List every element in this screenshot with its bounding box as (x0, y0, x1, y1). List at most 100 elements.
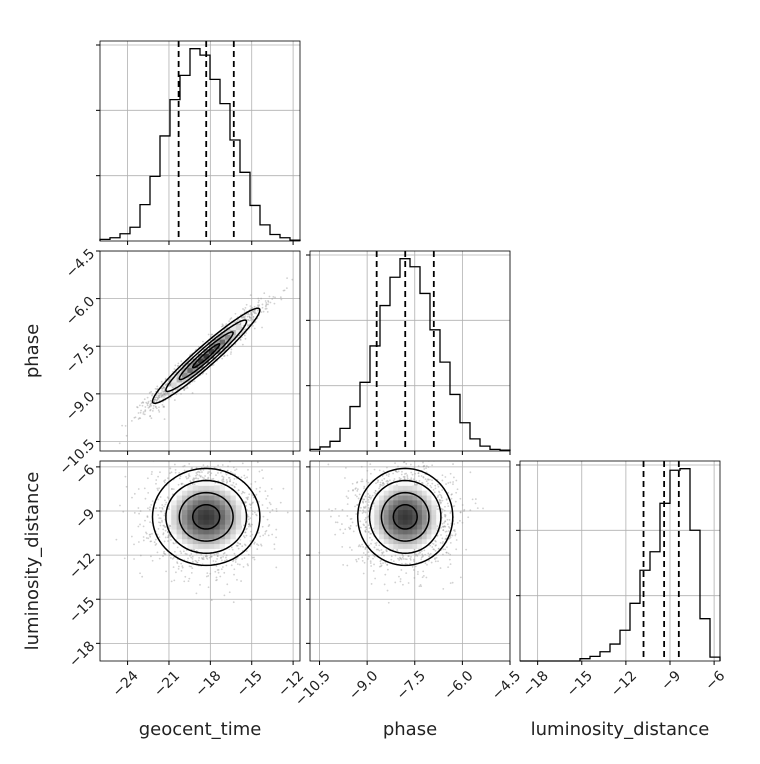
scatter-point (450, 542, 452, 544)
scatter-point (303, 463, 305, 465)
scatter-point (147, 397, 149, 399)
scatter-point (160, 496, 162, 498)
scatter-point (341, 546, 343, 548)
scatter-point (412, 459, 414, 461)
scatter-point (421, 475, 423, 477)
scatter-point (270, 503, 272, 505)
density-cell (204, 534, 210, 539)
scatter-point (243, 475, 245, 477)
scatter-point (436, 557, 438, 559)
density-cell (187, 544, 193, 549)
scatter-point (170, 539, 172, 541)
scatter-point (163, 387, 165, 389)
scatter-point (149, 506, 151, 508)
scatter-point (358, 498, 360, 500)
scatter-point (433, 489, 435, 491)
density-cell (220, 544, 226, 549)
scatter-point (140, 412, 142, 414)
scatter-point (230, 349, 232, 351)
scatter-point (148, 407, 150, 409)
scatter-point (202, 477, 204, 479)
scatter-point (163, 515, 165, 517)
scatter-point (157, 499, 159, 501)
scatter-point (442, 474, 444, 476)
scatter-point (423, 468, 425, 470)
scatter-point (167, 477, 169, 479)
scatter-point (155, 539, 157, 541)
scatter-point (274, 548, 276, 550)
scatter-point (267, 519, 269, 521)
scatter-point (244, 335, 246, 337)
scatter-point (250, 319, 252, 321)
scatter-point (475, 503, 477, 505)
scatter-point (227, 470, 229, 472)
scatter-point (269, 502, 271, 504)
scatter-point (241, 476, 243, 478)
scatter-point (240, 580, 242, 582)
scatter-point (169, 385, 171, 387)
scatter-point (192, 558, 194, 560)
scatter-point (368, 545, 370, 547)
scatter-point (192, 556, 194, 558)
scatter-point (147, 537, 149, 539)
scatter-point (197, 451, 199, 453)
density-cell (187, 524, 193, 529)
scatter-point (251, 524, 253, 526)
scatter-point (380, 482, 382, 484)
scatter-point (263, 292, 265, 294)
scatter-point (140, 410, 142, 412)
scatter-point (188, 578, 190, 580)
scatter-point (182, 466, 184, 468)
scatter-point (259, 471, 261, 473)
scatter-point (437, 484, 439, 486)
scatter-point (139, 405, 141, 407)
scatter-point (236, 579, 238, 581)
scatter-point (241, 317, 243, 319)
scatter-point (250, 507, 252, 509)
scatter-point (406, 476, 408, 478)
scatter-point (379, 566, 381, 568)
scatter-point (247, 314, 249, 316)
scatter-point (198, 557, 200, 559)
scatter-point (370, 560, 372, 562)
scatter-point (165, 537, 167, 539)
scatter-point (226, 474, 228, 476)
density-cell (193, 544, 199, 549)
scatter-point (356, 525, 358, 527)
scatter-point (177, 363, 179, 365)
scatter-point (174, 399, 176, 401)
scatter-point (266, 304, 268, 306)
scatter-point (155, 406, 157, 408)
scatter-point (189, 565, 191, 567)
scatter-point (158, 487, 160, 489)
scatter-point (427, 483, 429, 485)
scatter-point (262, 526, 264, 528)
scatter-point (158, 521, 160, 523)
density-cell (198, 495, 204, 500)
scatter-point (176, 561, 178, 563)
scatter-point (371, 539, 373, 541)
scatter-point (442, 548, 444, 550)
scatter-point (209, 573, 211, 575)
scatter-point (185, 476, 187, 478)
scatter-point (368, 507, 370, 509)
scatter-point (250, 599, 252, 601)
scatter-point (426, 465, 428, 467)
scatter-point (143, 540, 145, 542)
scatter-point (237, 456, 239, 458)
scatter-point (171, 471, 173, 473)
scatter-point (265, 498, 267, 500)
scatter-point (143, 411, 145, 413)
scatter-point (425, 478, 427, 480)
scatter-point (421, 455, 423, 457)
scatter-point (280, 502, 282, 504)
scatter-point (427, 552, 429, 554)
scatter-point (142, 405, 144, 407)
scatter-point (190, 566, 192, 568)
scatter-point (244, 492, 246, 494)
scatter-point (224, 552, 226, 554)
density-cell (209, 544, 215, 549)
scatter-point (245, 307, 247, 309)
density-cell (220, 505, 226, 510)
